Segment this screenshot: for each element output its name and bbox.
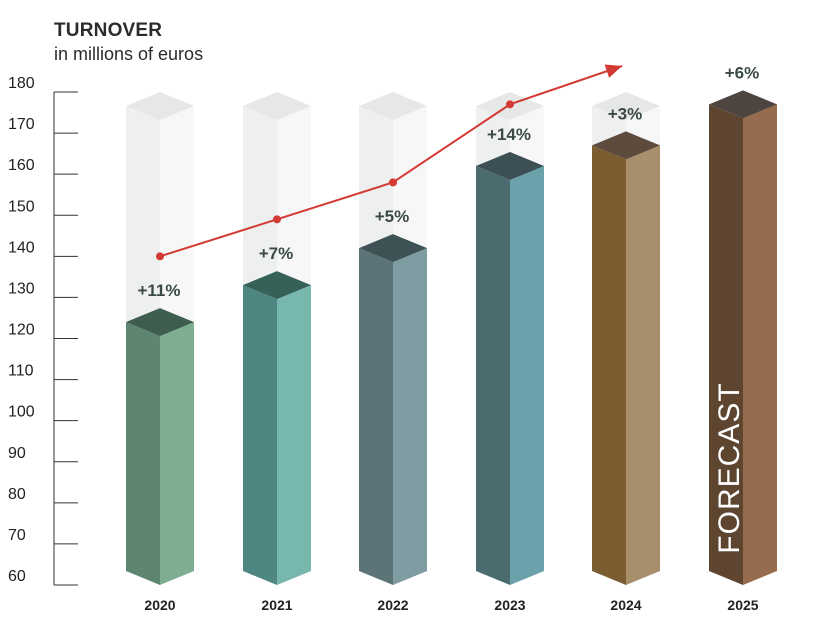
ghost-bar-top: [126, 92, 194, 120]
y-tick-label: 60: [8, 568, 26, 585]
y-tick-label: 130: [8, 280, 35, 297]
bar-side: [626, 145, 660, 586]
y-tick-label: 170: [8, 116, 35, 133]
x-tick-label: 2025: [727, 597, 758, 613]
growth-label: +5%: [375, 207, 410, 226]
bar-side: [393, 248, 427, 585]
bar-top: [709, 90, 777, 119]
bar-top: [359, 234, 427, 263]
x-tick-label: 2020: [144, 597, 175, 613]
y-axis: 60 70 80 90 100 110 120 130 140 150 160 170 180: [8, 75, 78, 586]
bar-top: [243, 271, 311, 300]
x-tick-label: 2022: [377, 597, 408, 613]
bar-front: [476, 165, 510, 585]
bar-2025: [709, 90, 777, 585]
bar-front: [709, 104, 743, 585]
bar-front: [592, 145, 626, 586]
trend-point: [156, 252, 164, 261]
y-tick-label: 80: [8, 486, 26, 503]
bar-side: [743, 104, 777, 585]
y-tick-label: 180: [8, 75, 35, 92]
bar-front: [359, 248, 393, 585]
bar-2024: [592, 92, 660, 586]
growth-label: +6%: [725, 63, 760, 82]
y-tick-label: 110: [8, 363, 34, 380]
growth-label: +14%: [487, 125, 531, 144]
trend-point: [506, 100, 514, 109]
y-tick-label: 150: [8, 198, 35, 215]
bar-front: [243, 285, 277, 585]
chart-subtitle: in millions of euros: [54, 44, 204, 64]
x-tick-label: 2021: [261, 597, 292, 613]
bar-2022: [359, 92, 427, 585]
bar-top: [126, 308, 194, 337]
bar-top: [476, 151, 544, 180]
bar-2023: [476, 92, 544, 585]
y-tick-label: 120: [8, 322, 35, 339]
growth-label: +3%: [608, 104, 643, 123]
x-tick-label: 2023: [494, 597, 525, 613]
y-tick-label: 160: [8, 157, 35, 174]
bar-side: [277, 285, 311, 585]
y-tick-label: 140: [8, 239, 35, 256]
bar-front: [126, 322, 160, 585]
y-tick-label: 100: [8, 404, 35, 421]
growth-label: +7%: [259, 244, 294, 263]
forecast-label: FORECAST: [713, 382, 746, 553]
trend-point: [389, 178, 397, 187]
bar-side: [510, 165, 544, 585]
bars: [126, 90, 777, 586]
trend-line: [156, 64, 623, 261]
chart-title: TURNOVER: [54, 20, 163, 41]
ghost-bar-top: [592, 92, 660, 120]
labels: 2020 2021 2022 2023 2024 2025 +11% +7% +5% +14% +3…: [137, 63, 759, 613]
ghost-bar-top: [359, 92, 427, 120]
bar-top: [592, 131, 660, 160]
ghost-bar-top: [243, 92, 311, 120]
growth-label: +11%: [137, 281, 180, 300]
bar-2021: [243, 92, 311, 585]
trend-arrowhead: [604, 64, 622, 78]
bar-2020: [126, 92, 194, 585]
y-tick-label: 90: [8, 445, 26, 462]
trend-point: [273, 215, 281, 224]
y-tick-label: 70: [8, 527, 26, 544]
bar-side: [160, 322, 194, 585]
x-tick-label: 2024: [610, 597, 641, 613]
